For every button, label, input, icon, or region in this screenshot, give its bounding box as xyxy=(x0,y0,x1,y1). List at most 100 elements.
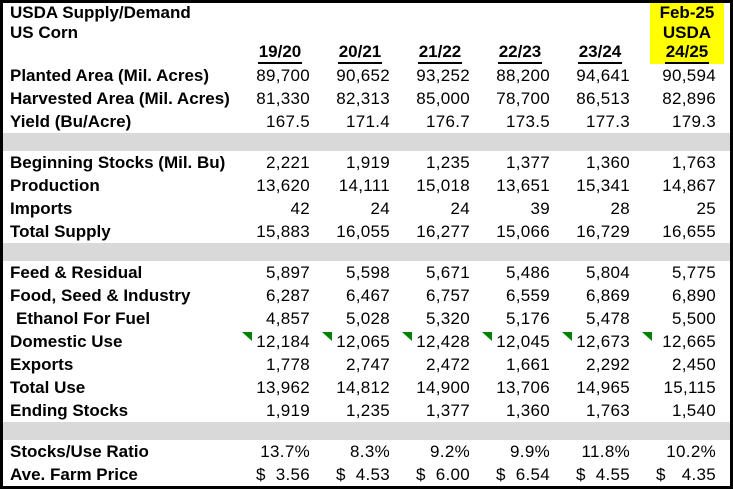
value-cell: 78,700 xyxy=(490,87,570,110)
cell-value: 6.54 xyxy=(515,464,550,484)
value-cell: 9.9% xyxy=(490,440,570,463)
title-line-2: US Corn xyxy=(10,23,78,42)
value-cell: 1,661 xyxy=(490,353,570,376)
cell-value: 10.2% xyxy=(666,441,716,461)
cell-value: 15,883 xyxy=(256,221,310,241)
cell-value: 93,252 xyxy=(416,65,470,85)
value-cell: 13.7% xyxy=(250,440,330,463)
table-row: Total Supply 15,883 16,055 16,277 15,066 16,7… xyxy=(3,220,730,243)
value-cell: 5,028 xyxy=(330,307,410,330)
value-cell: 85,000 xyxy=(410,87,490,110)
cell-value: 13,620 xyxy=(256,175,310,195)
value-cell: 8.3% xyxy=(330,440,410,463)
cell-value: 14,867 xyxy=(662,175,716,195)
value-cell: 12,665 xyxy=(642,330,730,353)
cell-value: 13.7% xyxy=(260,441,310,461)
value-cell: 5,500 xyxy=(650,307,730,330)
cell-value: 39 xyxy=(530,198,550,218)
table-row: Harvested Area (Mil. Acres) 81,330 82,313 8… xyxy=(3,87,730,110)
cell-value: 1,919 xyxy=(265,400,310,420)
column-header-1920: 19/20 xyxy=(250,43,330,64)
value-cell: 1,763 xyxy=(570,399,650,422)
cell-value: 5,028 xyxy=(345,308,390,328)
column-header-2021: 20/21 xyxy=(330,43,410,64)
value-cell: 94,641 xyxy=(570,64,650,87)
value-cell: 89,700 xyxy=(250,64,330,87)
cell-value: 5,500 xyxy=(671,308,716,328)
comment-flag-icon xyxy=(562,332,572,341)
value-cell: 179.3 xyxy=(650,110,730,133)
cell-value: 5,897 xyxy=(265,262,310,282)
value-cell: 14,965 xyxy=(570,376,650,399)
value-cell: 1,235 xyxy=(330,399,410,422)
cell-value: 176.7 xyxy=(425,111,470,131)
row-label: Total Supply xyxy=(10,221,111,241)
value-cell: 81,330 xyxy=(250,87,330,110)
table-row: Ave. Farm Price $3.56 $4.53 $6.00 $6.54 $4.55… xyxy=(3,463,730,486)
row-label: Domestic Use xyxy=(10,331,123,351)
table-row: Food, Seed & Industry 6,287 6,467 6,757 6,55… xyxy=(3,284,730,307)
cell-value: 9.2% xyxy=(430,441,470,461)
value-cell: 14,812 xyxy=(330,376,410,399)
cell-value: 28 xyxy=(610,198,630,218)
value-cell: 13,651 xyxy=(490,174,570,197)
cell-value: 90,652 xyxy=(336,65,390,85)
cell-value: 1,778 xyxy=(265,354,310,374)
cell-value: 16,277 xyxy=(416,221,470,241)
row-label: Planted Area (Mil. Acres) xyxy=(10,65,210,85)
currency-symbol: $ xyxy=(336,464,346,484)
cell-value: 11.8% xyxy=(581,441,630,461)
cell-value: 171.4 xyxy=(345,111,390,131)
table-row: Beginning Stocks (Mil. Bu) 2,221 1,919 1,23… xyxy=(3,151,730,174)
currency-symbol: $ xyxy=(656,464,666,484)
cell-value: 85,000 xyxy=(416,88,470,108)
comment-flag-icon xyxy=(322,332,332,341)
separator-row xyxy=(3,243,730,261)
table-row: Ethanol For Fuel 4,857 5,028 5,320 5,176 5,47… xyxy=(3,307,730,330)
value-cell: $4.53 xyxy=(330,463,410,486)
value-cell: 12,673 xyxy=(562,330,650,353)
table-row: Exports 1,778 2,747 2,472 1,661 2,292 2,450 xyxy=(3,353,730,376)
row-label: Food, Seed & Industry xyxy=(10,285,191,305)
value-cell: 90,652 xyxy=(330,64,410,87)
separator-row xyxy=(3,133,730,151)
cell-value: 14,812 xyxy=(336,377,390,397)
cell-value: 1,235 xyxy=(345,400,390,420)
value-cell: 13,620 xyxy=(250,174,330,197)
cell-value: 8.3% xyxy=(350,441,390,461)
currency-symbol: $ xyxy=(416,464,426,484)
cell-value: 24 xyxy=(450,198,470,218)
value-cell: 14,867 xyxy=(650,174,730,197)
cell-value: 89,700 xyxy=(256,65,310,85)
value-cell: 12,428 xyxy=(402,330,490,353)
value-cell: 12,184 xyxy=(242,330,330,353)
value-cell: 5,775 xyxy=(650,261,730,284)
value-cell: 1,377 xyxy=(490,151,570,174)
cell-value: 78,700 xyxy=(496,88,550,108)
cell-value: 15,018 xyxy=(416,175,470,195)
value-cell: 14,900 xyxy=(410,376,490,399)
cell-value: 5,486 xyxy=(505,262,550,282)
value-cell: 16,277 xyxy=(410,220,490,243)
comment-flag-icon xyxy=(402,332,412,341)
value-cell: 12,065 xyxy=(322,330,410,353)
value-cell: 16,729 xyxy=(570,220,650,243)
row-label: Production xyxy=(10,175,100,195)
value-cell: 176.7 xyxy=(410,110,490,133)
table-row: Total Use 13,962 14,812 14,900 13,706 14,965 1… xyxy=(3,376,730,399)
cell-value: 6,287 xyxy=(265,285,310,305)
cell-value: 5,671 xyxy=(425,262,470,282)
value-cell: 28 xyxy=(570,197,650,220)
header-row-2: US Corn USDA xyxy=(3,23,730,43)
cell-value: 15,341 xyxy=(576,175,630,195)
value-cell: 15,066 xyxy=(490,220,570,243)
cell-value: 16,655 xyxy=(662,221,716,241)
cell-value: 4,857 xyxy=(265,308,310,328)
cell-value: 179.3 xyxy=(671,111,716,131)
cell-value: 9.9% xyxy=(510,441,550,461)
value-cell: 2,221 xyxy=(250,151,330,174)
value-cell: 14,111 xyxy=(330,174,410,197)
row-label: Feed & Residual xyxy=(10,262,143,282)
comment-flag-icon xyxy=(482,332,492,341)
